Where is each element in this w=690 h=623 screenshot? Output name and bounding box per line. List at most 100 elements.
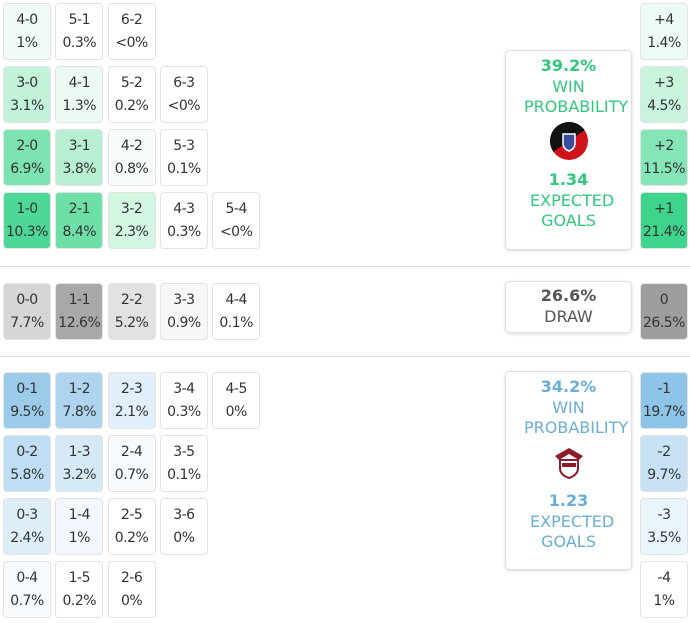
score-cell: 3-4 0.3% <box>159 372 208 429</box>
score-cell: 5-2 0.2% <box>107 66 156 123</box>
goal-diff-cell-label: +4 <box>654 11 674 28</box>
score-cell-pct: 7.7% <box>10 314 44 331</box>
score-cell-pct: <0% <box>167 97 201 114</box>
score-cell-pct: <0% <box>219 223 253 240</box>
score-cell-pct: 9.5% <box>10 403 44 420</box>
score-cell-pct: 0.1% <box>167 160 201 177</box>
score-cell-label: 3-4 <box>173 380 195 397</box>
goal-diff-cell: -3 3.5% <box>640 498 688 555</box>
goal-diff-cell: +4 1.4% <box>640 3 688 60</box>
score-cell-label: 0-2 <box>16 443 38 460</box>
goal-diff-cell-label: 0 <box>659 291 669 308</box>
score-cell-label: 3-1 <box>68 137 91 154</box>
score-cell-label: 2-0 <box>16 137 38 154</box>
score-cell: 0-0 7.7% <box>3 283 51 340</box>
score-cell: 0-2 5.8% <box>3 435 51 492</box>
score-cell: 3-1 3.8% <box>55 129 104 186</box>
score-cell: 1-0 10.3% <box>3 192 51 249</box>
score-cell-label: 3-6 <box>173 506 195 523</box>
score-cell-pct: 0.9% <box>167 314 201 331</box>
score-cell: 6-2 <0% <box>107 3 156 60</box>
score-cell-pct: <0% <box>115 34 148 51</box>
score-cell-pct: 0.1% <box>167 466 201 483</box>
goal-diff-cell-label: +2 <box>654 137 674 154</box>
score-cell-label: 2-3 <box>120 380 143 397</box>
goal-diff-cell-pct: 21.4% <box>643 223 685 240</box>
home-win-pct: 39.2% <box>540 56 597 75</box>
score-cell-label: 3-3 <box>173 291 195 308</box>
score-cell-pct: 2.4% <box>10 529 44 546</box>
score-cell-pct: 8.4% <box>62 223 97 240</box>
goal-diff-cell-pct: 9.7% <box>647 466 681 483</box>
score-cell-pct: 0.2% <box>114 97 149 114</box>
score-cell-pct: 0.7% <box>114 466 149 483</box>
draw-panel: 26.6% DRAW <box>505 281 632 333</box>
score-cell-label: 4-5 <box>225 380 248 397</box>
score-cell: 5-4 <0% <box>212 192 261 249</box>
score-cell-label: 5-1 <box>68 11 91 28</box>
score-cell-label: 4-4 <box>225 291 248 308</box>
score-cell-label: 2-1 <box>68 200 91 217</box>
home-logo <box>549 122 588 160</box>
score-cell-pct: 0.2% <box>114 529 149 546</box>
goal-diff-cell-pct: 4.5% <box>647 97 681 114</box>
score-cell: 2-1 8.4% <box>55 192 104 249</box>
goal-diff-cell: -4 1% <box>640 561 688 618</box>
score-cell-label: 0-3 <box>16 506 38 523</box>
score-cell-pct: 0.2% <box>62 592 97 609</box>
score-cell: 4-1 1.3% <box>55 66 104 123</box>
score-cell-label: 1-2 <box>68 380 91 397</box>
score-cell-pct: 0% <box>120 592 143 609</box>
score-cell-pct: 0.8% <box>114 160 149 177</box>
goal-diff-cell-label: -3 <box>657 506 671 523</box>
score-cell-label: 3-2 <box>120 200 143 217</box>
score-cell-label: 4-1 <box>68 74 91 91</box>
score-cell-label: 2-6 <box>120 569 143 586</box>
score-cell-label: 5-2 <box>120 74 143 91</box>
away-win-pct: 34.2% <box>540 377 597 396</box>
score-cell-pct: 3.8% <box>62 160 97 177</box>
score-cell: 3-2 2.3% <box>107 192 156 249</box>
score-cell-pct: 0.3% <box>62 34 97 51</box>
goal-diff-cell-pct: 26.5% <box>643 314 685 331</box>
score-cell: 5-3 0.1% <box>159 129 208 186</box>
away-xg: 1.23 <box>548 491 589 510</box>
score-cell-pct: 0% <box>173 529 195 546</box>
separator <box>0 356 690 357</box>
separator <box>0 266 690 267</box>
score-cell-label: 4-0 <box>16 11 38 28</box>
score-cell-pct: 3.1% <box>10 97 44 114</box>
goal-diff-cell-label: -1 <box>657 380 671 397</box>
goal-diff-cell-label: -4 <box>657 569 671 586</box>
score-cell-pct: 0.3% <box>167 403 201 420</box>
score-cell-label: 6-3 <box>173 74 195 91</box>
score-cell-label: 3-5 <box>173 443 195 460</box>
score-cell-pct: 7.8% <box>62 403 97 420</box>
score-cell: 2-3 2.1% <box>107 372 156 429</box>
score-cell: 5-1 0.3% <box>55 3 104 60</box>
home-xg-label: EXPECTED GOALS <box>530 191 615 230</box>
away-win-label: WIN PROBABILITY <box>524 398 629 437</box>
score-cell: 3-0 3.1% <box>3 66 51 123</box>
score-cell: 2-0 6.9% <box>3 129 51 186</box>
score-cell-label: 4-3 <box>173 200 195 217</box>
score-cell: 4-2 0.8% <box>107 129 156 186</box>
score-cell: 2-5 0.2% <box>107 498 156 555</box>
goal-diff-cell: +2 11.5% <box>640 129 688 186</box>
score-cell-label: 1-1 <box>68 291 91 308</box>
away-xg-label: EXPECTED GOALS <box>530 512 615 551</box>
score-cell-label: 5-3 <box>173 137 195 154</box>
score-cell: 3-6 0% <box>159 498 208 555</box>
score-cell-label: 3-0 <box>16 74 38 91</box>
score-cell-label: 5-4 <box>225 200 248 217</box>
home-win-label: WIN PROBABILITY <box>524 77 629 116</box>
score-cell-label: 0-4 <box>16 569 38 586</box>
score-cell: 0-1 9.5% <box>3 372 51 429</box>
home-panel: 39.2% WIN PROBABILITY 1.34 EXPECTED GOAL… <box>505 50 632 250</box>
score-cell-label: 1-0 <box>16 200 38 217</box>
goal-diff-cell-pct: 11.5% <box>643 160 685 177</box>
goal-diff-cell: +3 4.5% <box>640 66 688 123</box>
score-cell: 2-2 5.2% <box>107 283 156 340</box>
score-cell-pct: 0% <box>225 403 248 420</box>
